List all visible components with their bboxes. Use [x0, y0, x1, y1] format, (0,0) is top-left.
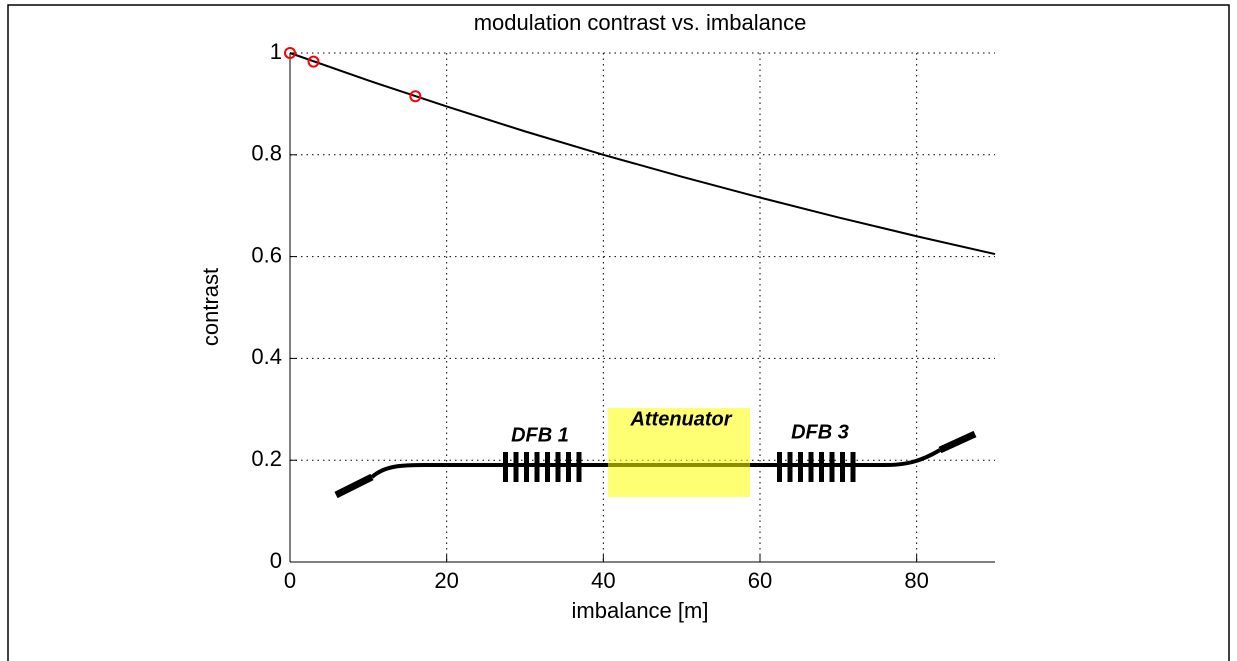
- grating-bar: [566, 452, 571, 482]
- grating-bar: [545, 452, 550, 482]
- y-tick-label: 1: [270, 39, 282, 64]
- grating-bar: [798, 452, 803, 482]
- fiber-end: [334, 473, 374, 499]
- gratings: [503, 452, 856, 482]
- grating-bar: [534, 452, 540, 482]
- x-axis-label: imbalance [m]: [572, 598, 709, 623]
- grating-bar: [840, 452, 845, 482]
- y-tick-label: 0.8: [251, 141, 282, 166]
- grating-bar: [513, 452, 519, 482]
- grating-bar: [819, 452, 824, 482]
- x-tick-label: 80: [904, 568, 928, 593]
- y-tick-label: 0.6: [251, 242, 282, 267]
- attenuator-box: [608, 408, 750, 497]
- grating-bar: [524, 452, 529, 482]
- x-tick-label: 0: [284, 568, 296, 593]
- y-tick-label: 0.4: [251, 344, 282, 369]
- grating-bar: [829, 452, 835, 482]
- grating-bar: [850, 452, 856, 482]
- y-axis-label: contrast: [198, 268, 223, 346]
- chart-title: modulation contrast vs. imbalance: [474, 10, 807, 35]
- grating-bar: [555, 452, 561, 482]
- grating-bar: [576, 452, 582, 482]
- plot-area: 0 20 40 60 80 0 0.2 0.4 0.6 0.8 1: [251, 39, 996, 593]
- x-tick-label: 20: [434, 568, 458, 593]
- inset-diagram: DFB 1 Attenuator DFB 3: [334, 408, 977, 499]
- grating-bar: [777, 452, 782, 482]
- data-line: [289, 52, 996, 256]
- data-point: [284, 47, 296, 59]
- grating-bar: [787, 452, 793, 482]
- annotation: Attenuator: [629, 408, 732, 430]
- x-tick-label: 60: [748, 568, 772, 593]
- annotation: DFB 3: [791, 421, 849, 443]
- data-point: [307, 55, 320, 68]
- grating-bar: [503, 452, 508, 482]
- fiber-end: [938, 430, 977, 454]
- data-point: [409, 90, 422, 103]
- y-tick-label: 0.2: [251, 446, 282, 471]
- annotation: DFB 1: [511, 424, 569, 446]
- grating-bar: [808, 452, 814, 482]
- frame: [7, 4, 1230, 661]
- y-tick-label: 0: [270, 548, 282, 573]
- x-tick-label: 40: [591, 568, 615, 593]
